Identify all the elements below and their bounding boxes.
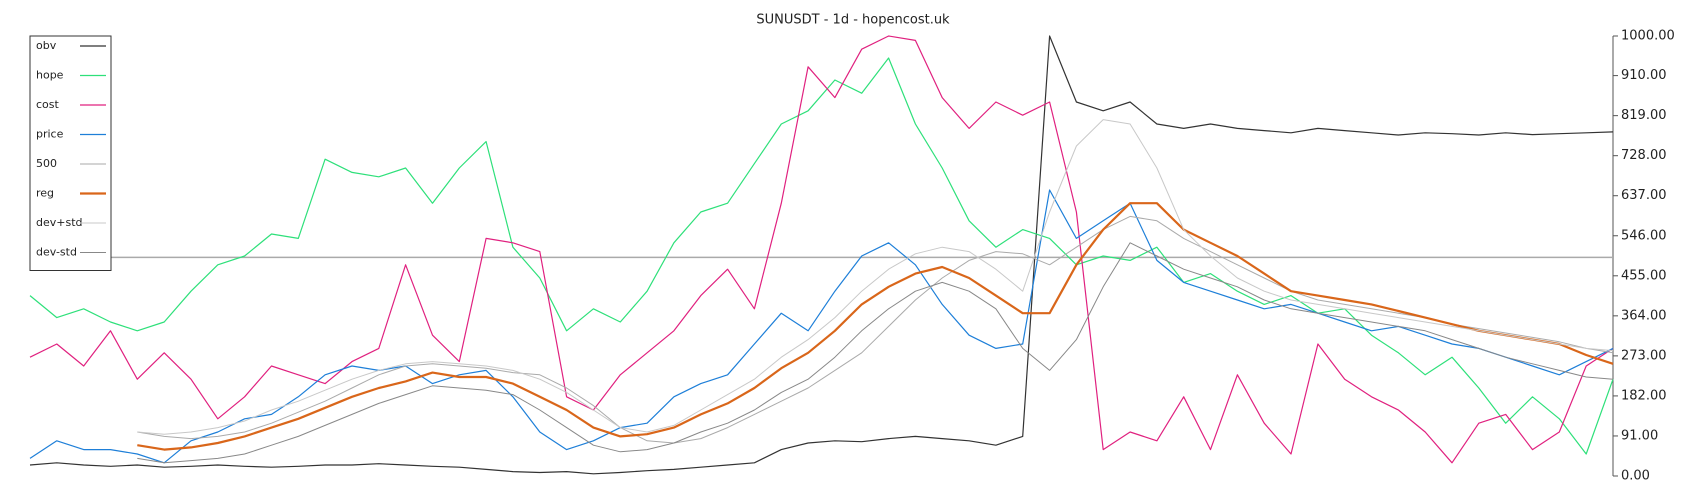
legend-label: cost <box>36 98 60 111</box>
y-tick-label: 91.00 <box>1621 428 1658 443</box>
y-tick-label: 637.00 <box>1621 188 1667 203</box>
y-tick-label: 1000.00 <box>1621 29 1675 44</box>
series-line <box>29 35 1614 475</box>
y-tick-label: 455.00 <box>1621 268 1667 283</box>
series-line <box>137 242 1614 464</box>
legend-label: 500 <box>36 157 57 170</box>
series-line <box>137 215 1614 444</box>
y-tick-label: 0.00 <box>1621 469 1650 484</box>
legend-label: hope <box>36 69 64 82</box>
series-line <box>29 35 1614 464</box>
series-line <box>29 189 1614 464</box>
series-line <box>137 202 1614 451</box>
legend-label: reg <box>36 187 54 200</box>
legend-label: dev-std <box>36 246 77 259</box>
y-tick-label: 819.00 <box>1621 108 1667 123</box>
y-tick-label: 546.00 <box>1621 228 1667 243</box>
y-tick-label: 910.00 <box>1621 68 1667 83</box>
legend-label: obv <box>36 39 57 52</box>
y-tick-label: 728.00 <box>1621 148 1667 163</box>
series-line <box>29 57 1614 455</box>
chart-title: SUNUSDT - 1d - hopencost.uk <box>756 13 950 28</box>
y-tick-label: 182.00 <box>1621 388 1667 403</box>
legend-label: dev+std <box>36 216 83 229</box>
y-tick-label: 364.00 <box>1621 308 1667 323</box>
series-line <box>137 119 1614 435</box>
legend-label: price <box>36 128 64 141</box>
y-tick-label: 273.00 <box>1621 348 1667 363</box>
